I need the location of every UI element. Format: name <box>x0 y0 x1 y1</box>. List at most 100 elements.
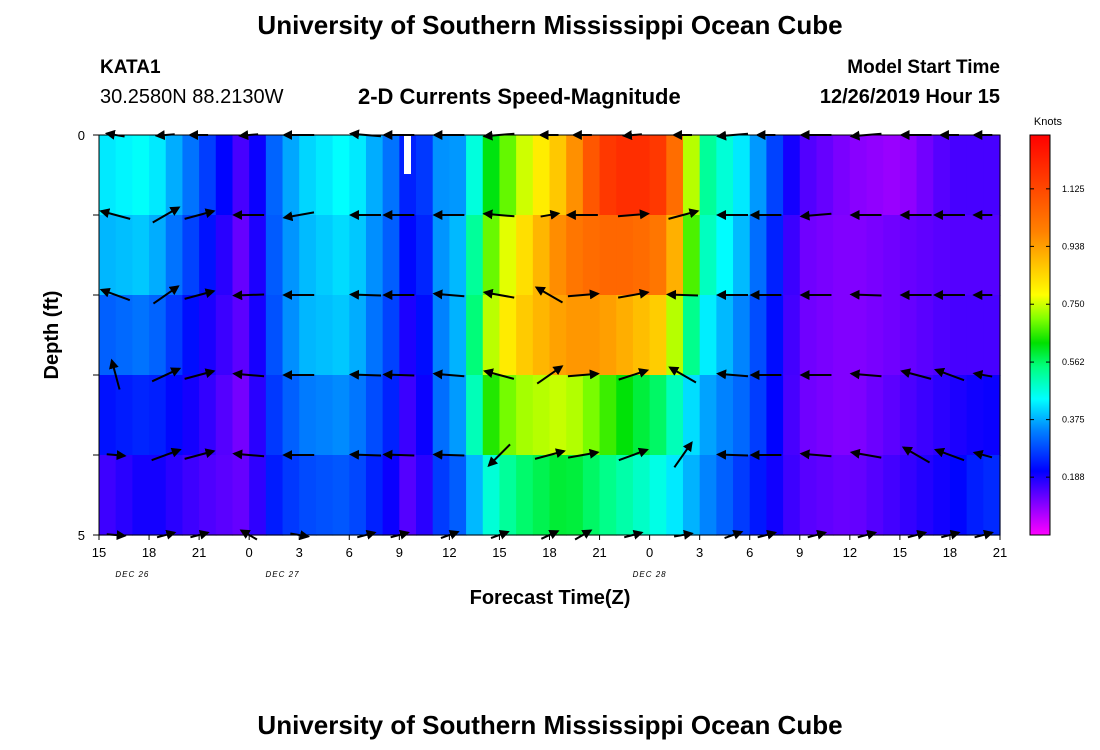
heat-cell <box>349 455 367 536</box>
heat-cell <box>532 455 551 536</box>
current-vector-arrow <box>483 368 515 380</box>
heat-cell <box>416 215 434 296</box>
heat-cell <box>365 455 384 536</box>
heat-cell <box>733 215 751 296</box>
page-title: University of Southern Mississippi Ocean… <box>257 10 843 40</box>
current-vector-arrow <box>933 367 965 382</box>
heat-cell <box>466 295 484 376</box>
heat-cell <box>949 135 968 216</box>
current-vector-arrow <box>849 289 882 300</box>
current-vector-arrow <box>282 211 315 222</box>
heat-cell <box>282 215 300 296</box>
heat-cell <box>749 135 768 216</box>
heat-cell <box>132 215 150 296</box>
current-vector-arrow <box>382 369 415 380</box>
heat-cell <box>733 135 751 216</box>
heat-cell <box>482 455 501 536</box>
heat-cell <box>199 295 217 376</box>
heat-cell <box>416 455 434 536</box>
heat-cell <box>983 295 1001 376</box>
footer-title: University of Southern Mississippi Ocean… <box>257 710 843 740</box>
heat-cell <box>265 455 284 536</box>
heat-cell <box>916 135 934 216</box>
current-vector-arrow <box>109 358 121 390</box>
heat-cell <box>716 455 734 536</box>
heat-cell <box>833 135 851 216</box>
current-vector-arrow <box>184 448 216 460</box>
heat-cell <box>582 375 601 456</box>
heat-cell <box>632 295 651 376</box>
current-vector-arrow <box>972 449 993 460</box>
heat-cell <box>466 135 484 216</box>
heat-cell <box>132 295 150 376</box>
heat-cell <box>983 215 1001 296</box>
current-vector-arrow <box>348 289 381 300</box>
heat-cell <box>649 295 667 376</box>
heat-cell <box>132 455 150 536</box>
heat-cell <box>349 215 367 296</box>
missing-data-gap <box>404 135 411 174</box>
heat-cell <box>766 215 784 296</box>
heat-cell <box>666 375 684 456</box>
x-tick-label: 15 <box>893 545 907 560</box>
heat-cell <box>833 215 851 296</box>
heat-cell <box>165 375 184 456</box>
heat-cell <box>516 455 534 536</box>
heat-cell <box>182 215 200 296</box>
heat-cell <box>516 375 534 456</box>
current-vector-arrow <box>106 450 127 461</box>
heat-cell <box>632 215 651 296</box>
heat-cell <box>499 215 517 296</box>
heat-cell <box>949 215 968 296</box>
heat-cell <box>966 215 984 296</box>
heat-cell <box>766 295 784 376</box>
heat-cell <box>349 135 367 216</box>
heat-cell <box>532 375 551 456</box>
heat-cell <box>866 215 884 296</box>
heat-cell <box>749 375 768 456</box>
heat-cell <box>849 295 868 376</box>
heat-cell <box>132 375 150 456</box>
heat-cell <box>182 375 200 456</box>
heat-cell <box>599 295 617 376</box>
current-vector-arrow <box>432 449 465 460</box>
heat-cell <box>165 455 184 536</box>
heat-cell <box>783 135 801 216</box>
heat-cell <box>582 295 601 376</box>
colorbar-tick-label: 0.375 <box>1062 415 1085 425</box>
heat-cell <box>799 455 818 536</box>
heat-cell <box>883 135 901 216</box>
heat-cell <box>99 375 117 456</box>
heat-cell <box>299 375 317 456</box>
heat-cell <box>149 295 167 376</box>
current-vector-arrow <box>232 369 265 380</box>
heat-cell <box>499 455 517 536</box>
current-vector-arrow <box>482 288 515 299</box>
heat-cell <box>816 375 834 456</box>
current-vector-arrow <box>184 208 216 220</box>
heat-cell <box>749 215 768 296</box>
heat-cell <box>883 375 901 456</box>
heat-cell <box>582 455 601 536</box>
heat-cell <box>883 215 901 296</box>
current-vector-arrow <box>901 446 931 464</box>
heat-cell <box>482 135 501 216</box>
heat-cell <box>783 295 801 376</box>
heat-cell <box>649 135 667 216</box>
heat-cell <box>733 375 751 456</box>
current-vector-arrow <box>534 448 566 460</box>
x-tick-label: 3 <box>696 545 703 560</box>
heat-cell <box>432 455 450 536</box>
heat-cell <box>466 215 484 296</box>
heat-cell <box>449 295 467 376</box>
heat-cell <box>833 375 851 456</box>
heat-cell <box>199 135 217 216</box>
heat-cell <box>532 135 551 216</box>
heat-cell <box>699 455 717 536</box>
heat-cell <box>282 295 300 376</box>
x-tick-label: 12 <box>442 545 456 560</box>
x-tick-label: 6 <box>746 545 753 560</box>
heat-cell <box>799 295 818 376</box>
heat-cell <box>632 375 651 456</box>
